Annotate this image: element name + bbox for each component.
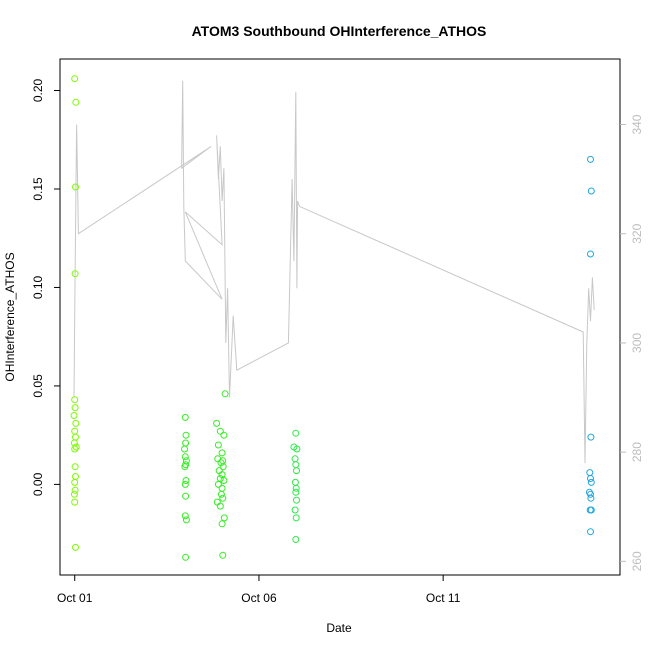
y-tick-label: 0.15	[31, 177, 45, 201]
data-point	[182, 553, 190, 561]
data-point	[587, 155, 594, 163]
data-point	[219, 551, 227, 559]
data-point	[587, 433, 595, 441]
data-point	[292, 484, 300, 492]
data-point	[220, 477, 228, 484]
data-point	[293, 445, 301, 453]
data-point	[587, 478, 595, 486]
data-point	[292, 514, 300, 522]
data-point	[72, 419, 80, 427]
data-point	[220, 514, 228, 522]
y-tick-label: 0.20	[31, 79, 45, 103]
y-axis-right: 260 280 300 320 340	[620, 114, 644, 571]
x-axis-label: Date	[326, 621, 352, 635]
data-point	[219, 494, 227, 502]
data-point	[218, 520, 226, 528]
data-point	[587, 475, 594, 482]
data-point	[181, 480, 189, 488]
data-point	[587, 187, 595, 195]
data-point	[181, 445, 188, 453]
y-axis-left: 0.00 0.05 0.10 0.15 0.20	[31, 79, 60, 496]
data-point	[70, 490, 78, 498]
data-point	[587, 528, 594, 536]
y-tick-label: 0.10	[31, 275, 45, 299]
data-point	[181, 413, 189, 421]
data-point	[71, 478, 79, 486]
secondary-line-series	[73, 80, 595, 464]
data-point	[587, 494, 595, 502]
data-point	[182, 516, 190, 524]
data-point	[587, 250, 594, 258]
chart-title: ATOM3 Southbound OHInterference_ATHOS	[192, 23, 487, 39]
data-point	[182, 477, 190, 484]
data-point	[72, 183, 79, 191]
data-point	[587, 490, 594, 498]
x-tick-label: Oct 01	[57, 591, 93, 605]
data-point	[291, 506, 299, 514]
data-point	[214, 441, 222, 449]
y-right-tick-label: 300	[630, 333, 644, 353]
data-point	[221, 390, 229, 398]
data-point	[72, 543, 79, 551]
data-point	[292, 429, 300, 437]
y-right-tick-label: 340	[630, 114, 644, 134]
data-point	[217, 490, 225, 498]
data-point	[72, 443, 80, 451]
data-point	[293, 467, 300, 475]
data-point	[292, 536, 300, 543]
x-tick-label: Oct 06	[241, 591, 277, 605]
x-tick-label: Oct 11	[426, 591, 461, 605]
data-point	[181, 463, 189, 471]
data-point	[71, 463, 79, 471]
data-point	[213, 419, 221, 427]
y-right-tick-label: 260	[630, 551, 644, 571]
data-point	[216, 427, 224, 435]
data-point	[71, 270, 79, 278]
data-point	[181, 512, 189, 520]
scatter-series	[70, 75, 595, 561]
data-point	[217, 459, 225, 467]
y-tick-label: 0.05	[31, 374, 45, 398]
data-point	[72, 98, 80, 106]
data-point	[71, 75, 79, 83]
data-point	[218, 449, 226, 457]
x-axis: Oct 01 Oct 06 Oct 11	[57, 574, 461, 605]
data-point	[71, 498, 79, 506]
data-point	[220, 431, 228, 439]
y-tick-label: 0.00	[31, 472, 45, 496]
y-right-tick-label: 320	[630, 223, 644, 243]
data-point	[181, 453, 189, 461]
data-point	[71, 404, 79, 412]
data-point	[219, 463, 227, 471]
data-point	[70, 412, 78, 419]
data-point	[214, 480, 222, 488]
data-point	[71, 445, 79, 453]
y-right-tick-label: 280	[630, 442, 644, 462]
series-line	[73, 80, 595, 464]
data-point	[71, 486, 79, 494]
y-axis-label: OHInterference_ATHOS	[3, 252, 17, 381]
data-point	[216, 502, 224, 510]
data-point	[587, 506, 595, 514]
data-point	[182, 431, 190, 439]
data-point	[182, 492, 190, 500]
data-point	[71, 396, 79, 404]
data-point	[293, 496, 300, 504]
data-point	[292, 488, 300, 496]
